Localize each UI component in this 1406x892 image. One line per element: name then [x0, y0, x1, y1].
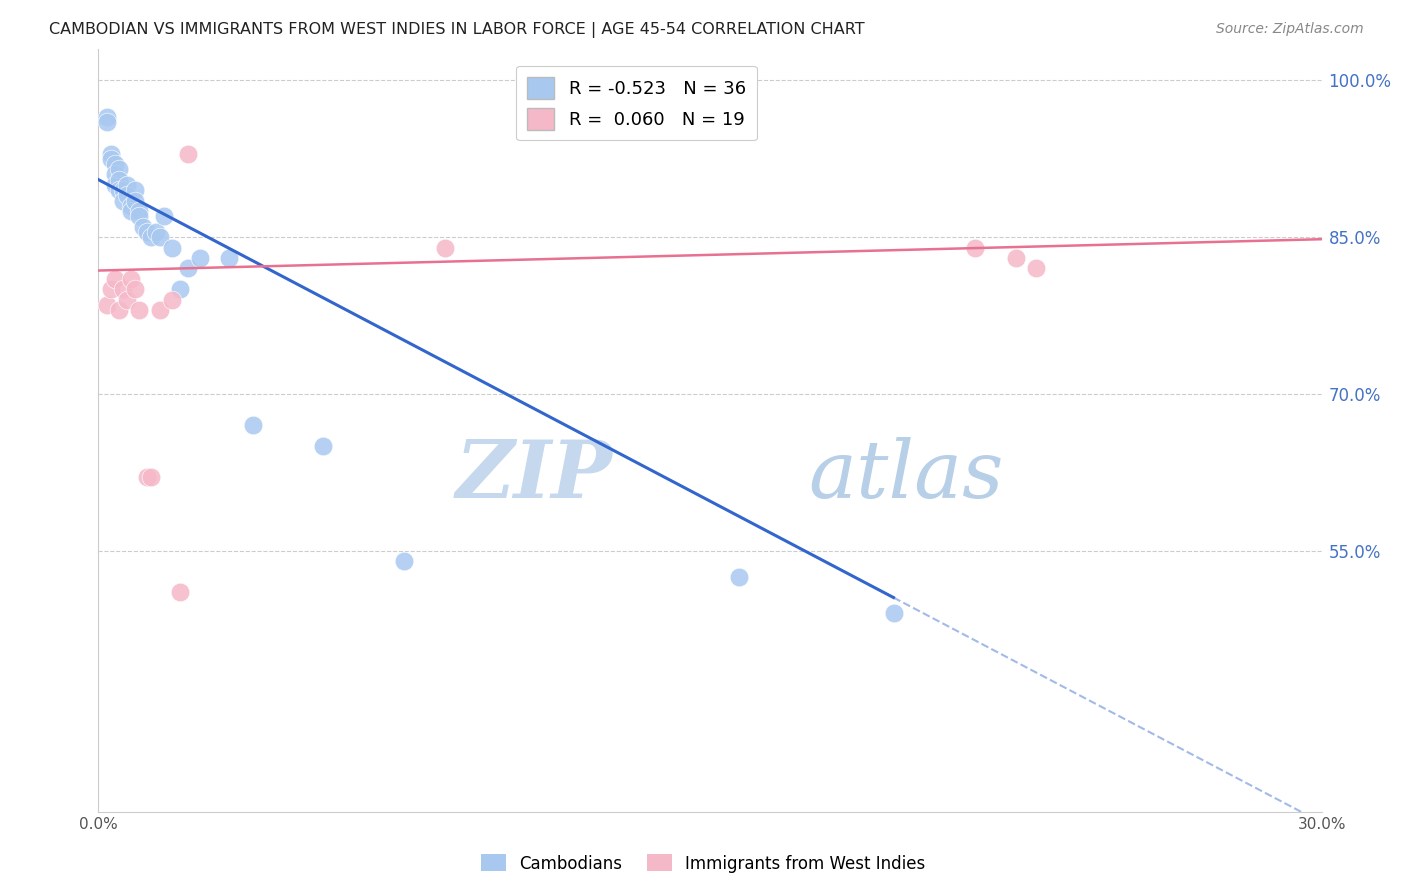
Point — [1025, 261, 1047, 276]
Text: Source: ZipAtlas.com: Source: ZipAtlas.com — [1216, 22, 1364, 37]
Point — [120, 272, 142, 286]
Point — [108, 162, 131, 177]
Point — [115, 188, 138, 202]
Text: atlas: atlas — [808, 437, 1004, 515]
Point — [100, 146, 122, 161]
Point — [141, 230, 163, 244]
Point — [104, 168, 127, 182]
Point — [108, 183, 131, 197]
Point — [160, 241, 183, 255]
Legend: R = -0.523   N = 36, R =  0.060   N = 19: R = -0.523 N = 36, R = 0.060 N = 19 — [516, 66, 756, 140]
Point — [136, 225, 159, 239]
Point — [111, 183, 134, 197]
Point — [100, 282, 122, 296]
Point — [124, 194, 146, 208]
Point — [177, 146, 200, 161]
Point — [100, 152, 122, 166]
Point — [727, 569, 749, 583]
Point — [108, 172, 131, 186]
Point — [434, 241, 457, 255]
Point — [124, 282, 146, 296]
Point — [149, 230, 172, 244]
Point — [883, 606, 905, 620]
Point — [160, 293, 183, 307]
Point — [128, 209, 150, 223]
Point — [141, 470, 163, 484]
Point — [177, 261, 200, 276]
Point — [312, 439, 335, 453]
Point — [104, 157, 127, 171]
Point — [152, 209, 174, 223]
Text: CAMBODIAN VS IMMIGRANTS FROM WEST INDIES IN LABOR FORCE | AGE 45-54 CORRELATION : CAMBODIAN VS IMMIGRANTS FROM WEST INDIES… — [49, 22, 865, 38]
Text: ZIP: ZIP — [456, 437, 612, 515]
Point — [128, 303, 150, 318]
Point — [218, 251, 240, 265]
Point — [108, 303, 131, 318]
Point — [115, 293, 138, 307]
Point — [145, 225, 167, 239]
Point — [124, 183, 146, 197]
Legend: Cambodians, Immigrants from West Indies: Cambodians, Immigrants from West Indies — [474, 847, 932, 880]
Point — [188, 251, 212, 265]
Point — [120, 204, 142, 219]
Point — [104, 178, 127, 192]
Point — [96, 115, 118, 129]
Point — [136, 470, 159, 484]
Point — [242, 418, 264, 433]
Point — [96, 110, 118, 124]
Point — [96, 298, 118, 312]
Point — [149, 303, 172, 318]
Point — [115, 178, 138, 192]
Point — [120, 199, 142, 213]
Point — [111, 282, 134, 296]
Point — [128, 204, 150, 219]
Point — [111, 194, 134, 208]
Point — [104, 272, 127, 286]
Point — [965, 241, 987, 255]
Point — [169, 282, 191, 296]
Point — [169, 585, 191, 599]
Point — [392, 554, 416, 568]
Point — [1004, 251, 1026, 265]
Point — [132, 219, 155, 234]
